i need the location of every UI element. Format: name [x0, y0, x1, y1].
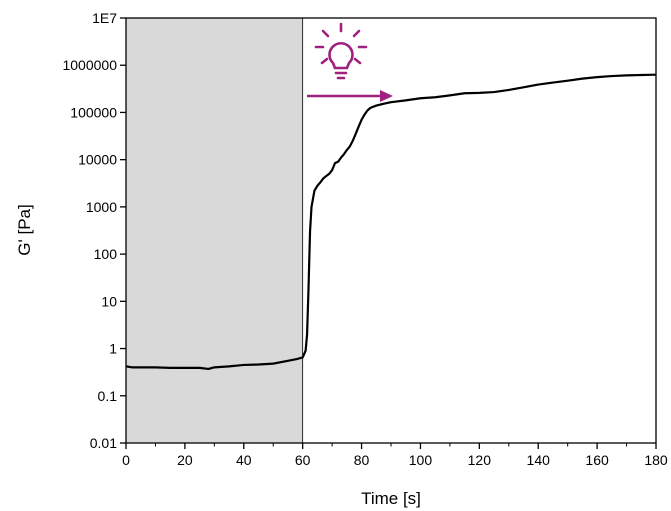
- x-tick-label: 160: [585, 452, 609, 468]
- y-tick-label: 0.1: [98, 388, 118, 404]
- x-tick-label: 180: [644, 452, 668, 468]
- y-tick-label: 0.01: [90, 435, 117, 451]
- y-tick-label: 100: [94, 246, 118, 262]
- x-tick-label: 100: [409, 452, 433, 468]
- y-tick-label: 1000: [86, 199, 117, 215]
- y-tick-label: 1000000: [62, 57, 117, 73]
- x-tick-label: 60: [295, 452, 311, 468]
- y-tick-label: 100000: [70, 104, 117, 120]
- y-tick-label: 1E7: [92, 10, 117, 26]
- light-bulb-icon: [314, 22, 368, 80]
- x-tick-label: 40: [236, 452, 252, 468]
- x-tick-label: 20: [177, 452, 193, 468]
- x-tick-label: 140: [527, 452, 551, 468]
- right-arrow-icon: [307, 90, 393, 102]
- x-tick-label: 120: [468, 452, 492, 468]
- y-tick-label: 1: [109, 341, 117, 357]
- y-axis: 0.01 0.1 1 10 100 1000 10000 100000 1000000 1E7: [62, 10, 126, 451]
- x-tick-label: 80: [354, 452, 370, 468]
- y-tick-label: 10000: [78, 152, 117, 168]
- y-axis-title: G' [Pa]: [15, 204, 34, 255]
- x-axis: 0 20 40 60 80 100 120 140 160 180: [122, 443, 668, 468]
- x-tick-label: 0: [122, 452, 130, 468]
- x-axis-title: Time [s]: [361, 489, 421, 508]
- y-tick-label: 10: [101, 293, 117, 309]
- series-line-g-prime: [125, 73, 657, 371]
- shaded-region: [126, 18, 303, 443]
